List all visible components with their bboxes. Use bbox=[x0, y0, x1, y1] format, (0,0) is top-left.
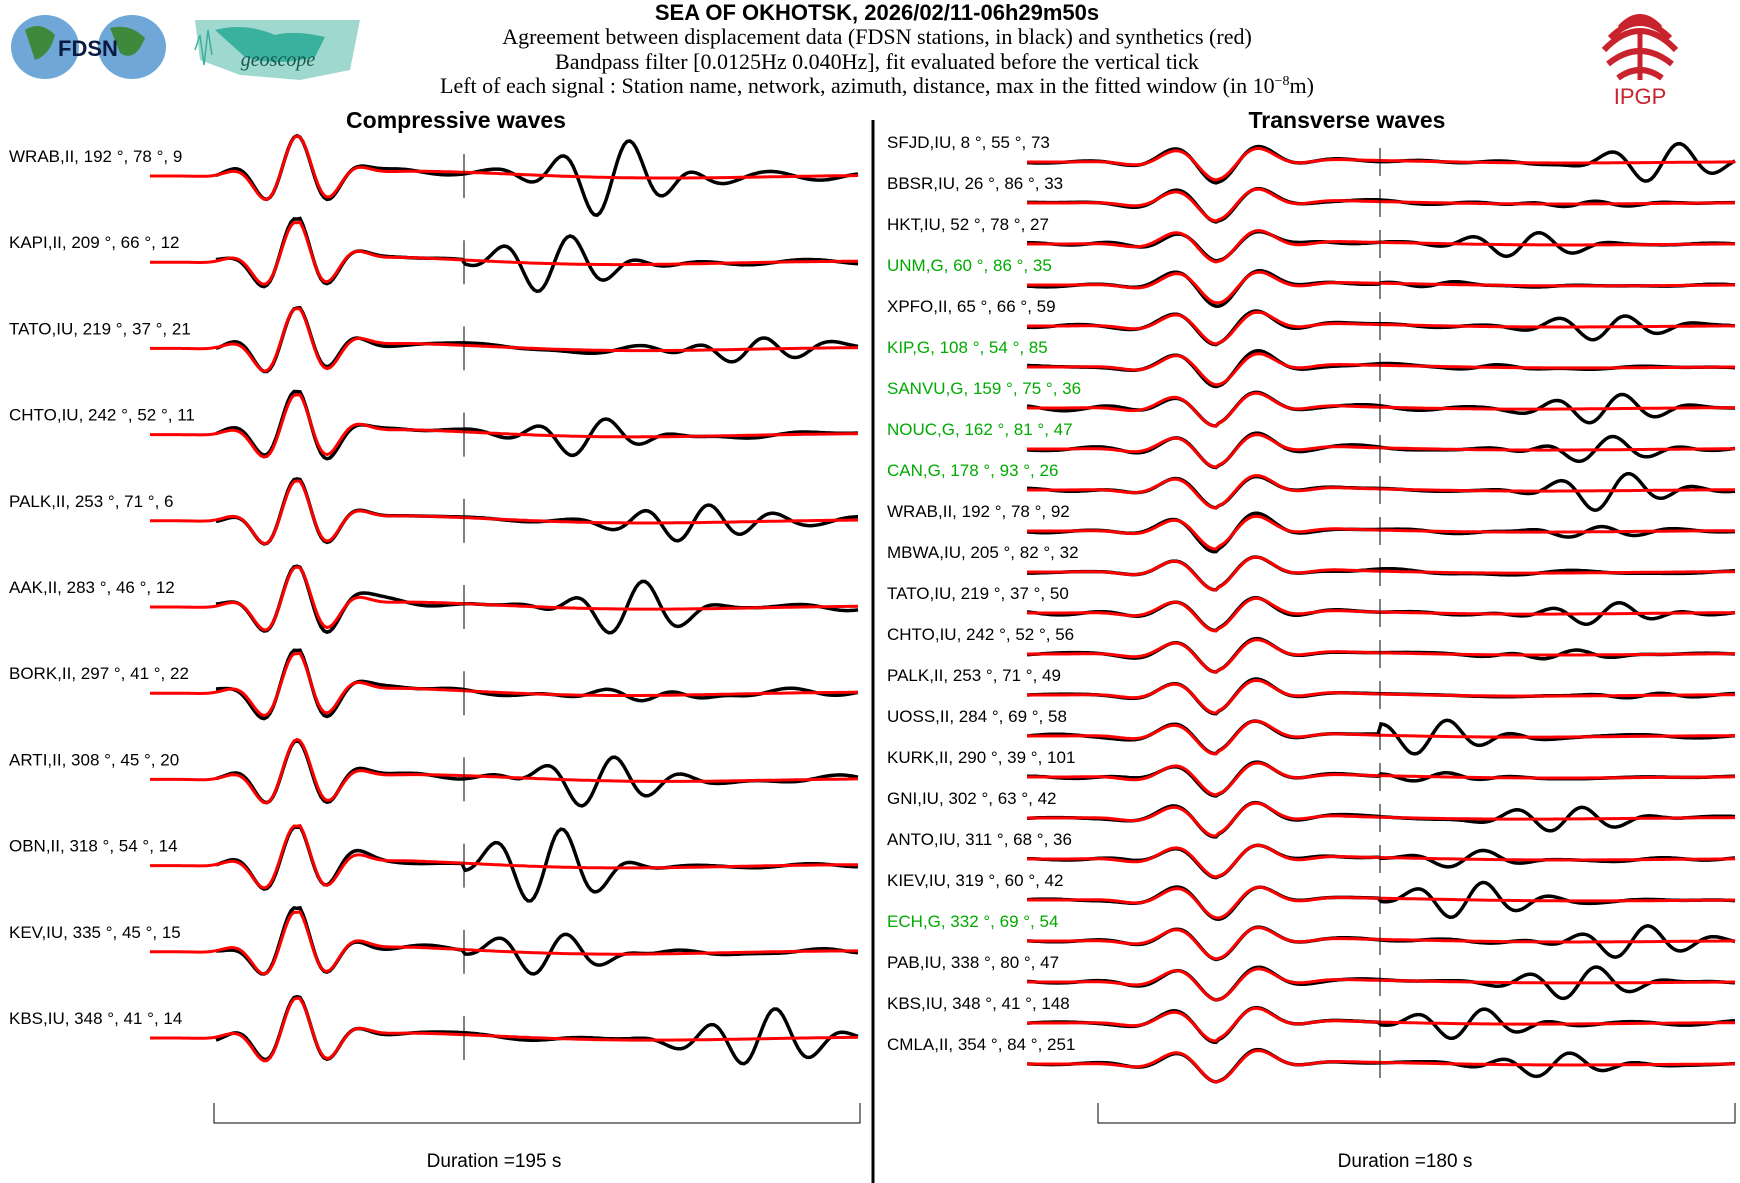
ipgp-logo: IPGP bbox=[1601, 14, 1679, 109]
synthetic-trace bbox=[150, 737, 858, 805]
synthetic-trace bbox=[1027, 596, 1735, 633]
ipgp-logo-text: IPGP bbox=[1614, 84, 1667, 109]
synthetic-trace bbox=[150, 823, 858, 890]
station-label: PAB,IU, 338 °, 80 °, 47 bbox=[887, 953, 1059, 972]
station-label: NOUC,G, 162 °, 81 °, 47 bbox=[887, 420, 1073, 439]
synthetic-trace bbox=[1027, 678, 1735, 715]
station-label: AAK,II, 283 °, 46 °, 12 bbox=[9, 578, 175, 597]
subtitle-line-3-text: Left of each signal : Station name, netw… bbox=[440, 73, 1275, 98]
compressive-duration-bracket bbox=[213, 1103, 861, 1124]
synthetic-trace bbox=[150, 393, 858, 459]
synthetic-trace bbox=[1027, 638, 1735, 674]
transverse-duration-bracket bbox=[1097, 1103, 1736, 1124]
synthetic-trace bbox=[1027, 146, 1735, 182]
station-label: BORK,II, 297 °, 41 °, 22 bbox=[9, 664, 189, 683]
subtitle-line-2: Bandpass filter [0.0125Hz 0.040Hz], fit … bbox=[555, 49, 1199, 74]
station-label: KURK,II, 290 °, 39 °, 101 bbox=[887, 748, 1075, 767]
station-label: ANTO,IU, 311 °, 68 °, 36 bbox=[887, 830, 1072, 849]
figure-title: SEA OF OKHOTSK, 2026/02/11-06h29m50s bbox=[655, 0, 1099, 25]
fdsn-logo-text: FDSN bbox=[58, 36, 118, 61]
station-label: WRAB,II, 192 °, 78 °, 92 bbox=[887, 502, 1070, 521]
station-label: ECH,G, 332 °, 69 °, 54 bbox=[887, 912, 1058, 931]
synthetic-trace bbox=[1027, 433, 1736, 469]
geoscope-logo: geoscope bbox=[194, 20, 360, 80]
synthetic-trace bbox=[1027, 229, 1736, 264]
station-label: OBN,II, 318 °, 54 °, 14 bbox=[9, 837, 178, 856]
synthetic-trace bbox=[1027, 1006, 1735, 1043]
synthetic-trace bbox=[150, 307, 859, 373]
synthetic-trace bbox=[1027, 1049, 1735, 1084]
synthetic-trace bbox=[150, 651, 858, 718]
geoscope-logo-text: geoscope bbox=[241, 49, 316, 71]
station-label: KEV,IU, 335 °, 45 °, 15 bbox=[9, 923, 181, 942]
synthetic-trace bbox=[1027, 310, 1735, 346]
synthetic-trace bbox=[1027, 801, 1735, 838]
station-label: SFJD,IU, 8 °, 55 °, 73 bbox=[887, 133, 1050, 152]
station-label: PALK,II, 253 °, 71 °, 6 bbox=[9, 492, 174, 511]
station-label: TATO,IU, 219 °, 37 °, 21 bbox=[9, 319, 191, 338]
synthetic-trace bbox=[150, 996, 859, 1063]
synthetic-trace bbox=[1027, 270, 1735, 305]
synthetic-trace bbox=[1027, 885, 1736, 920]
synthetic-trace bbox=[1027, 843, 1735, 879]
synthetic-trace bbox=[150, 479, 858, 546]
station-label: KAPI,II, 209 °, 66 °, 12 bbox=[9, 233, 179, 252]
station-label: KBS,IU, 348 °, 41 °, 148 bbox=[887, 994, 1070, 1013]
station-label: HKT,IU, 52 °, 78 °, 27 bbox=[887, 215, 1049, 234]
station-label: CMLA,II, 354 °, 84 °, 251 bbox=[887, 1035, 1075, 1054]
subtitle-line-3-unit: m) bbox=[1290, 73, 1314, 98]
station-label: TATO,IU, 219 °, 37 °, 50 bbox=[887, 584, 1069, 603]
data-trace bbox=[216, 905, 859, 976]
station-label: KIP,G, 108 °, 54 °, 85 bbox=[887, 338, 1048, 357]
station-label: PALK,II, 253 °, 71 °, 49 bbox=[887, 666, 1061, 685]
synthetic-trace bbox=[150, 134, 859, 201]
subtitle-line-1: Agreement between displacement data (FDS… bbox=[502, 24, 1252, 49]
station-label: CAN,G, 178 °, 93 °, 26 bbox=[887, 461, 1058, 480]
fdsn-logo: FDSN bbox=[11, 15, 166, 79]
synthetic-trace bbox=[150, 220, 858, 286]
station-label: KBS,IU, 348 °, 41 °, 14 bbox=[9, 1009, 182, 1028]
synthetic-trace bbox=[1027, 967, 1735, 1002]
transverse-panel-title: Transverse waves bbox=[1249, 107, 1446, 133]
station-label: MBWA,IU, 205 °, 82 °, 32 bbox=[887, 543, 1079, 562]
station-label: KIEV,IU, 319 °, 60 °, 42 bbox=[887, 871, 1063, 890]
station-label: SANVU,G, 159 °, 75 °, 36 bbox=[887, 379, 1081, 398]
station-label: CHTO,IU, 242 °, 52 °, 56 bbox=[887, 625, 1074, 644]
synthetic-trace bbox=[1027, 187, 1736, 223]
transverse-duration-label: Duration =180 s bbox=[1338, 1151, 1473, 1172]
synthetic-trace bbox=[1027, 555, 1736, 592]
synthetic-trace bbox=[1027, 391, 1736, 428]
station-label: XPFO,II, 65 °, 66 °, 59 bbox=[887, 297, 1056, 316]
station-label: GNI,IU, 302 °, 63 °, 42 bbox=[887, 789, 1057, 808]
data-trace bbox=[215, 389, 858, 461]
station-label: WRAB,II, 192 °, 78 °, 9 bbox=[9, 147, 182, 166]
station-label: ARTI,II, 308 °, 45 °, 20 bbox=[9, 750, 179, 769]
subtitle-line-3-exponent: −8 bbox=[1275, 74, 1290, 89]
synthetic-trace bbox=[1027, 719, 1735, 756]
synthetic-trace bbox=[1027, 761, 1735, 797]
synthetic-trace bbox=[1027, 514, 1735, 551]
synthetic-trace bbox=[1027, 926, 1735, 961]
station-label: CHTO,IU, 242 °, 52 °, 11 bbox=[9, 406, 195, 425]
station-label: UNM,G, 60 °, 86 °, 35 bbox=[887, 256, 1052, 275]
synthetic-trace bbox=[150, 565, 859, 632]
compressive-panel: WRAB,II, 192 °, 78 °, 9 KAPI,II, 209 °, 6… bbox=[9, 133, 859, 1066]
station-label: UOSS,II, 284 °, 69 °, 58 bbox=[887, 707, 1067, 726]
compressive-panel-title: Compressive waves bbox=[346, 107, 566, 133]
synthetic-trace bbox=[1027, 352, 1735, 387]
transverse-panel: SFJD,IU, 8 °, 55 °, 73 BBSR,IU, 26 °, 86 … bbox=[887, 133, 1736, 1084]
subtitle-line-3: Left of each signal : Station name, netw… bbox=[440, 73, 1314, 98]
synthetic-trace bbox=[150, 909, 858, 976]
compressive-duration-label: Duration =195 s bbox=[427, 1151, 562, 1172]
synthetic-trace bbox=[1027, 474, 1735, 510]
station-label: BBSR,IU, 26 °, 86 °, 33 bbox=[887, 174, 1063, 193]
